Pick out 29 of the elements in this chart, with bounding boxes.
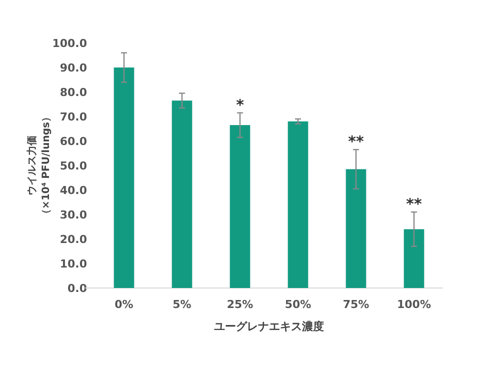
y-tick-label: 50.0 <box>60 160 88 172</box>
bar <box>230 125 250 288</box>
x-tick-label: 5% <box>172 298 192 311</box>
y-tick-label: 90.0 <box>60 62 88 74</box>
bar <box>346 169 366 288</box>
y-tick-label: 20.0 <box>60 233 88 246</box>
y-tick-label: 80.0 <box>60 86 88 99</box>
text: （×10⁴ PFU/lungs） <box>41 112 52 219</box>
x-tick-label: 50% <box>284 298 312 311</box>
y-tick-label: 10.0 <box>60 258 88 270</box>
x-tick-label: 100% <box>397 298 431 311</box>
y-tick-label: 100.0 <box>52 37 88 50</box>
y-tick-label: 30.0 <box>60 208 88 222</box>
annotation: ** <box>348 132 364 151</box>
y-tick-label: 40.0 <box>60 184 88 197</box>
x-axis-title: ユーグレナエキス濃度 <box>214 320 324 333</box>
y-tick-label: 60.0 <box>60 135 88 148</box>
y-tick-label: 0.0 <box>68 282 88 295</box>
x-tick-label: 75% <box>342 298 370 311</box>
bar <box>114 68 134 288</box>
bar <box>172 100 192 288</box>
x-tick-label: 25% <box>226 298 254 311</box>
text: ウイルス力価 <box>27 136 38 196</box>
bar <box>404 229 424 288</box>
annotation: ** <box>406 195 422 214</box>
annotation: * <box>236 96 244 114</box>
bar <box>288 121 308 288</box>
y-tick-label: 70.0 <box>60 110 88 124</box>
x-tick-label: 0% <box>114 298 134 311</box>
